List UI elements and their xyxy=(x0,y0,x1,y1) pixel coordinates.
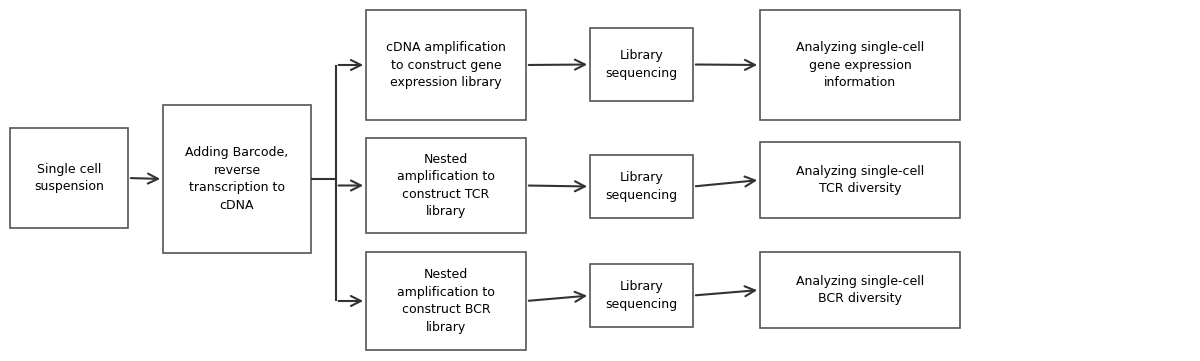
Text: cDNA amplification
to construct gene
expression library: cDNA amplification to construct gene exp… xyxy=(386,41,506,89)
Text: Analyzing single-cell
BCR diversity: Analyzing single-cell BCR diversity xyxy=(796,275,924,305)
Bar xyxy=(163,105,311,253)
Bar xyxy=(760,252,960,328)
Bar xyxy=(366,252,526,350)
Text: Adding Barcode,
reverse
transcription to
cDNA: Adding Barcode, reverse transcription to… xyxy=(185,146,289,212)
Text: Library
sequencing: Library sequencing xyxy=(606,280,678,311)
Bar xyxy=(366,10,526,120)
Bar xyxy=(10,128,128,228)
Text: Single cell
suspension: Single cell suspension xyxy=(34,163,104,193)
Bar xyxy=(760,10,960,120)
Bar xyxy=(590,264,694,327)
Text: Analyzing single-cell
gene expression
information: Analyzing single-cell gene expression in… xyxy=(796,41,924,89)
Bar xyxy=(590,155,694,218)
Text: Nested
amplification to
construct TCR
library: Nested amplification to construct TCR li… xyxy=(397,153,494,218)
Text: Library
sequencing: Library sequencing xyxy=(606,171,678,202)
Text: Library
sequencing: Library sequencing xyxy=(606,49,678,80)
Text: Analyzing single-cell
TCR diversity: Analyzing single-cell TCR diversity xyxy=(796,165,924,195)
Bar xyxy=(760,142,960,218)
Bar xyxy=(590,28,694,101)
Bar xyxy=(366,138,526,233)
Text: Nested
amplification to
construct BCR
library: Nested amplification to construct BCR li… xyxy=(397,268,494,334)
